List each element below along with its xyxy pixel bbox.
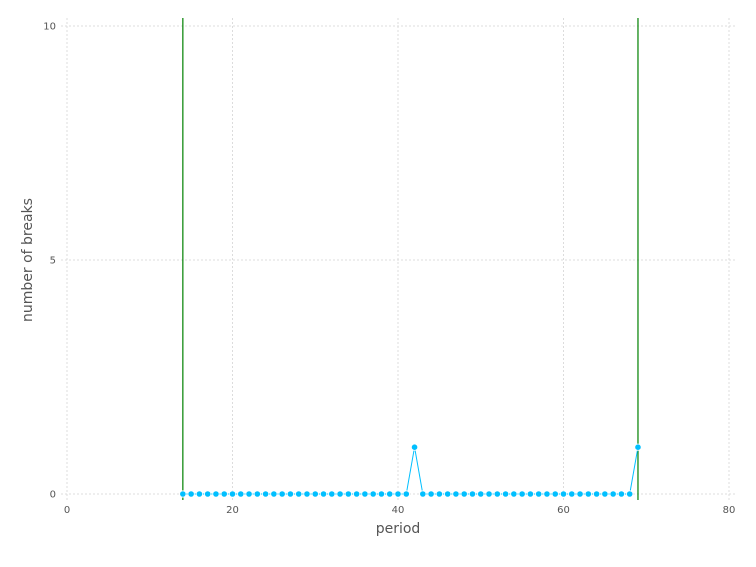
data-point — [601, 490, 609, 498]
data-point — [228, 490, 237, 498]
series-line — [182, 447, 639, 495]
data-point — [576, 490, 584, 498]
data-point — [584, 490, 592, 498]
x-tick-label: 80 — [723, 505, 736, 516]
y-tick-label: 0 — [50, 490, 56, 501]
data-point — [278, 490, 286, 498]
data-point — [311, 490, 319, 498]
data-point — [592, 490, 601, 498]
data-point — [295, 490, 303, 498]
data-point — [187, 490, 195, 498]
data-point — [551, 490, 559, 498]
data-point — [444, 490, 452, 498]
series — [179, 443, 642, 498]
data-point — [336, 490, 344, 498]
data-point — [518, 490, 526, 498]
grid — [61, 18, 736, 502]
data-point — [435, 490, 443, 498]
data-point — [353, 490, 361, 498]
y-axis-label: number of breaks — [20, 198, 36, 322]
data-point — [460, 490, 468, 498]
data-point — [369, 490, 377, 498]
data-point — [361, 490, 369, 498]
data-point — [179, 490, 187, 498]
x-tick-label: 0 — [64, 505, 70, 516]
data-point — [245, 490, 253, 498]
data-point — [452, 490, 460, 498]
data-point — [526, 490, 535, 498]
data-point — [501, 490, 510, 498]
data-point — [402, 490, 410, 498]
x-tick-label: 40 — [392, 505, 405, 516]
data-point — [493, 490, 501, 498]
x-tick-label: 20 — [226, 505, 239, 516]
data-point — [212, 490, 220, 498]
data-point — [344, 490, 352, 498]
data-point — [427, 490, 435, 498]
data-point — [510, 490, 518, 498]
tick-labels: 0 20 40 60 80 0 5 10 — [43, 22, 735, 517]
data-point — [626, 490, 634, 498]
y-tick-label: 5 — [50, 256, 56, 267]
data-point — [377, 490, 386, 498]
data-point — [609, 490, 617, 498]
vertical-lines — [182, 18, 639, 500]
data-point — [303, 490, 311, 498]
x-axis-label: period — [376, 521, 421, 537]
data-point — [543, 490, 551, 498]
y-tick-label: 10 — [43, 22, 56, 33]
data-point — [535, 490, 543, 498]
data-point — [468, 490, 477, 498]
data-point — [394, 490, 402, 498]
data-point — [485, 490, 493, 498]
data-point — [319, 490, 328, 498]
data-point — [419, 490, 427, 498]
data-point — [204, 490, 212, 498]
data-point — [270, 490, 278, 498]
data-point — [617, 490, 626, 498]
data-point — [261, 490, 270, 498]
data-point — [286, 490, 295, 498]
data-point — [559, 490, 568, 498]
data-point — [410, 443, 419, 451]
data-point — [328, 490, 336, 498]
data-point — [253, 490, 261, 498]
x-tick-label: 60 — [557, 505, 570, 516]
data-point — [386, 490, 394, 498]
data-point — [477, 490, 485, 498]
data-point — [195, 490, 203, 498]
data-point — [237, 490, 245, 498]
data-point — [568, 490, 576, 498]
data-point — [220, 490, 228, 498]
data-point — [634, 443, 642, 451]
